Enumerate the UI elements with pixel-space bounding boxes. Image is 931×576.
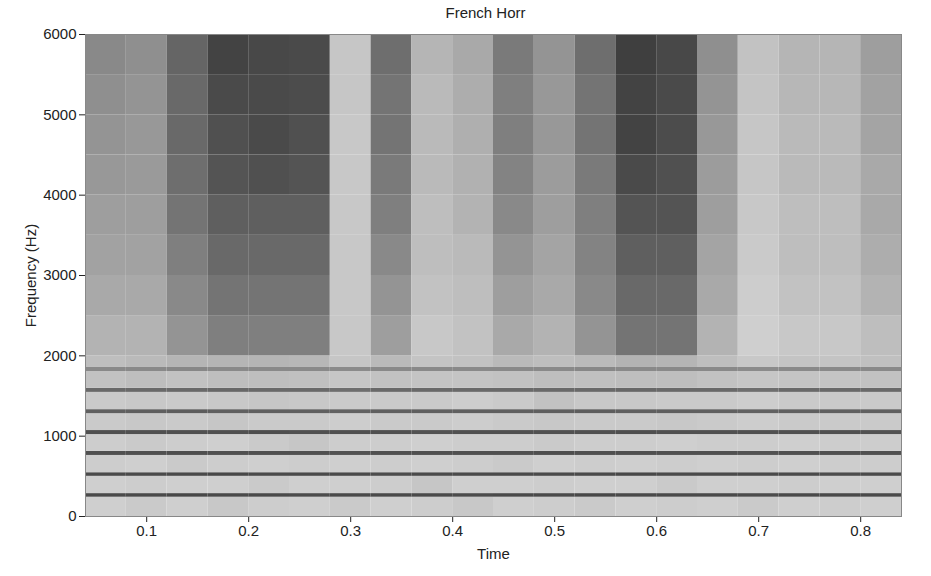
svg-text:3000: 3000 <box>43 266 76 283</box>
svg-text:1000: 1000 <box>43 427 76 444</box>
html-text:French Horr: French Horr <box>445 4 526 21</box>
svg-text:0: 0 <box>68 507 76 524</box>
svg-text:0.3: 0.3 <box>340 522 361 539</box>
svg-text:0.2: 0.2 <box>238 522 259 539</box>
svg-text:0.1: 0.1 <box>136 522 157 539</box>
svg-text:6000: 6000 <box>43 26 76 42</box>
svg-text:0.5: 0.5 <box>544 522 565 539</box>
svg-text:5000: 5000 <box>43 106 76 123</box>
svg-text:4000: 4000 <box>43 186 76 203</box>
svg-text:0.4: 0.4 <box>442 522 463 539</box>
svg-text:0.7: 0.7 <box>748 522 769 539</box>
svg-text:0.8: 0.8 <box>850 522 871 539</box>
svg-text:0.6: 0.6 <box>646 522 667 539</box>
svg-text:Frequency (Hz): Frequency (Hz) <box>22 224 39 327</box>
svg-text:2000: 2000 <box>43 347 76 364</box>
svg-text:Time: Time <box>477 545 510 562</box>
